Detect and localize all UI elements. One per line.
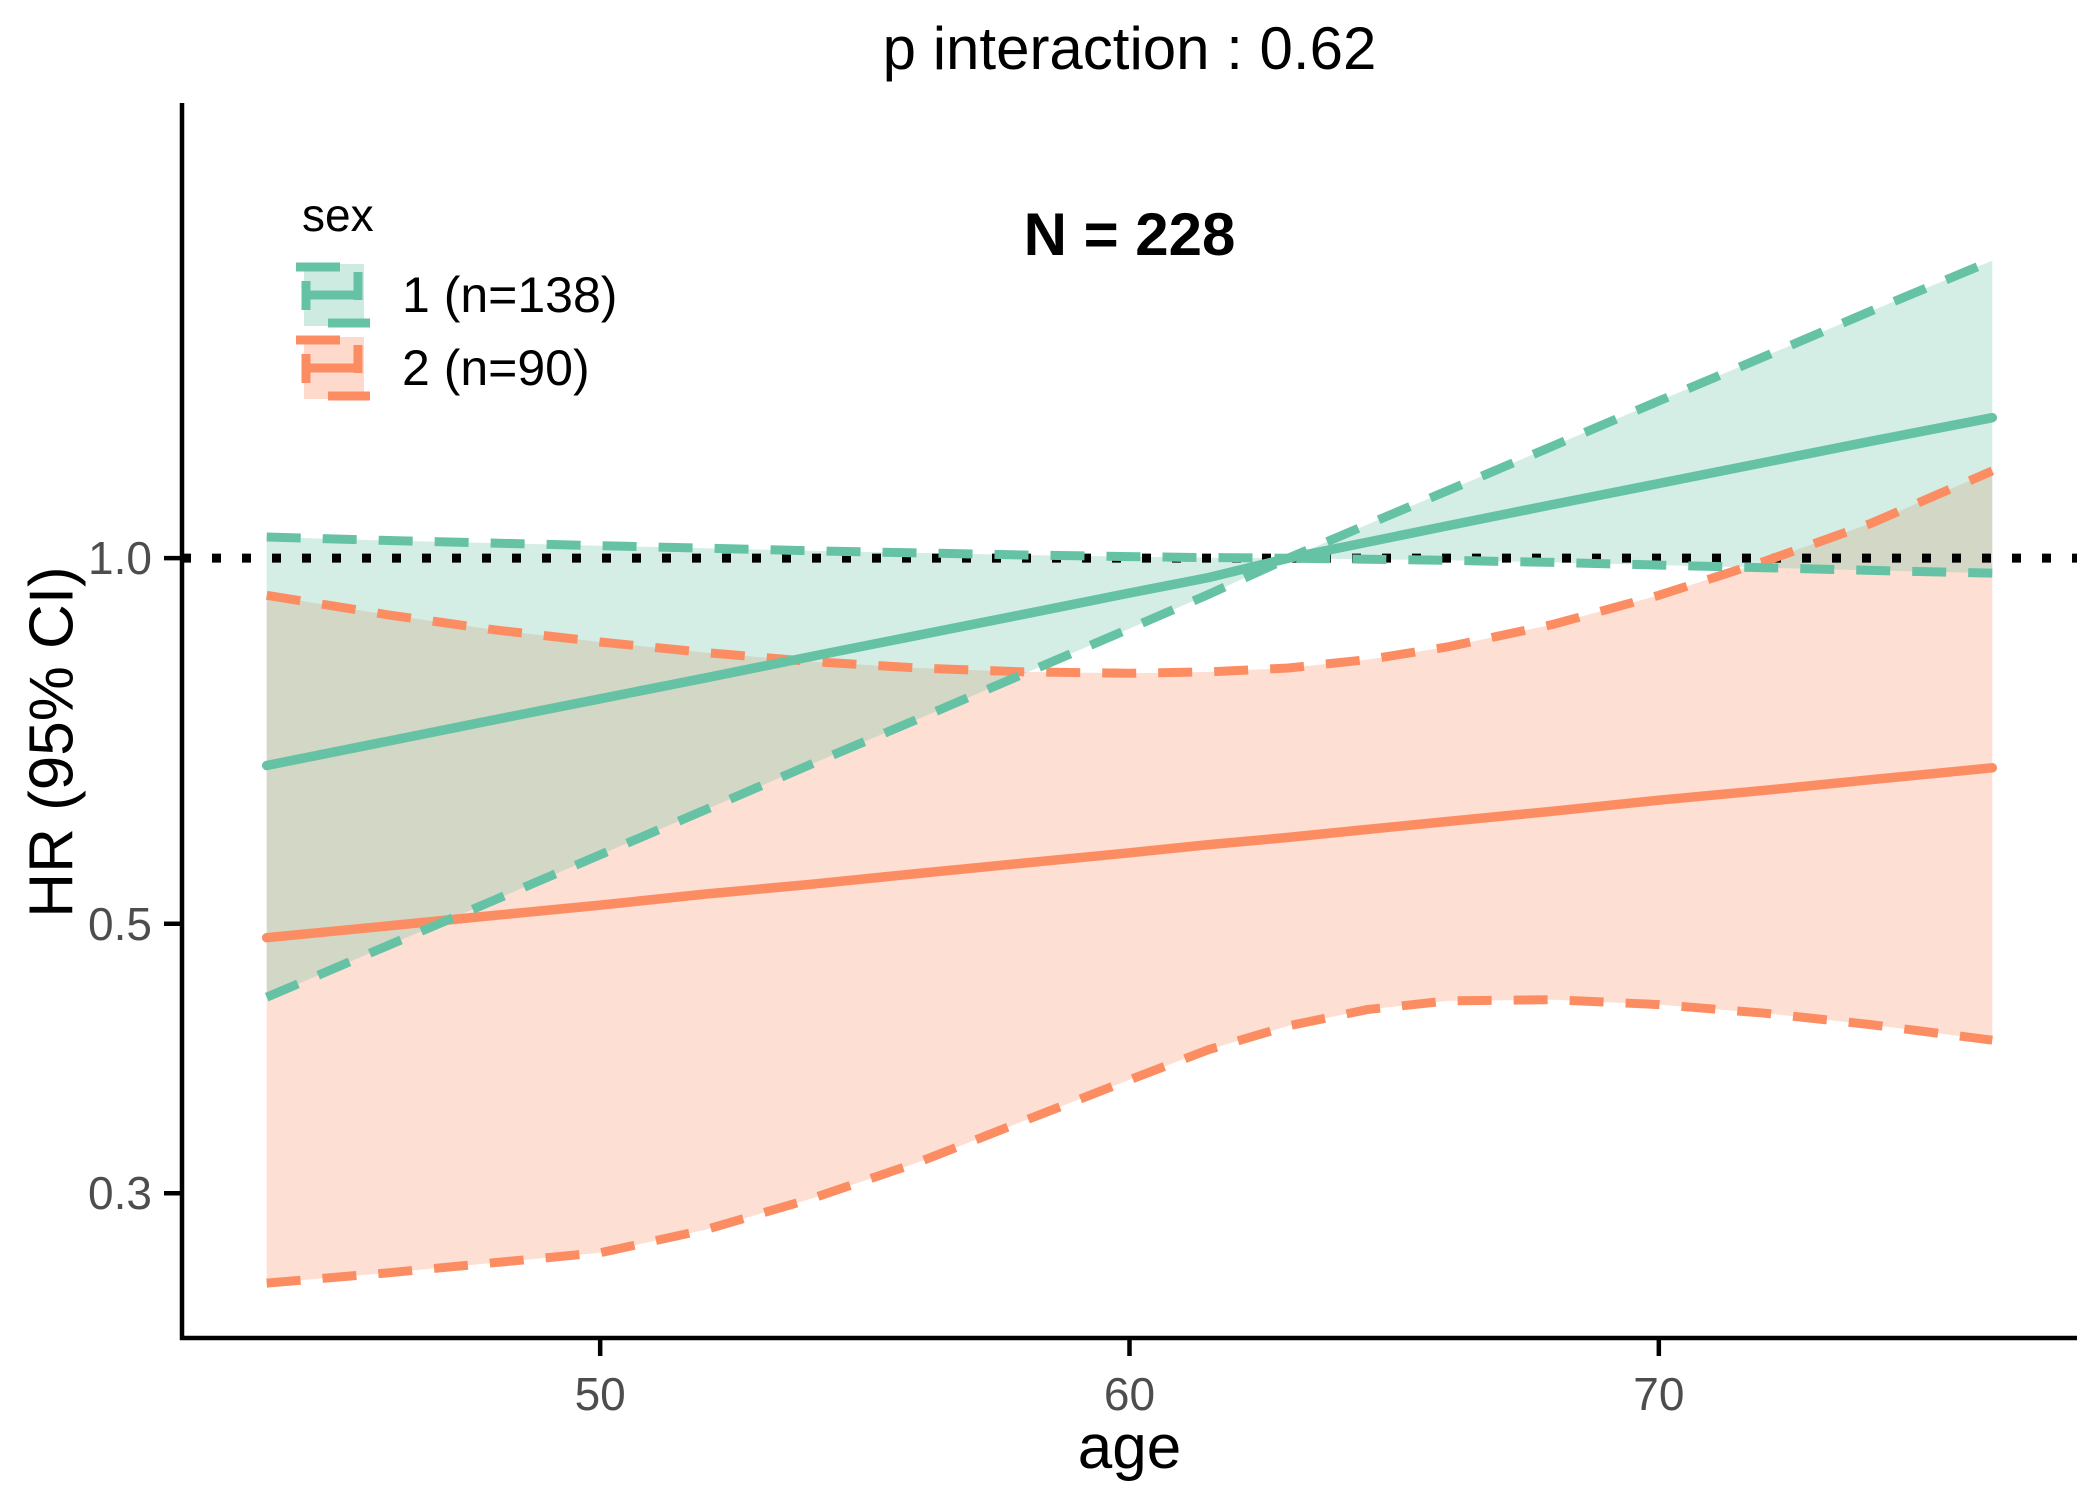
ribbon-sex2 <box>266 470 1993 1284</box>
legend-item-label-sex1: 1 (n=138) <box>402 266 618 323</box>
y-tick-label: 0.5 <box>88 898 152 950</box>
ci-lower-sex1 <box>264 553 1993 1002</box>
x-tick-label: 60 <box>1104 1368 1155 1420</box>
hr-line-sex2 <box>261 763 1998 943</box>
y-tick-label: 1.0 <box>88 532 152 584</box>
plot-title: p interaction : 0.62 <box>882 15 1377 82</box>
legend-item-sex2: 2 (n=90) <box>296 331 617 404</box>
legend-item-sex1: 1 (n=138) <box>296 258 618 331</box>
legend-key-glyph <box>296 262 370 328</box>
x-tick-label: 50 <box>575 1368 626 1420</box>
legend-item-label-sex2: 2 (n=90) <box>402 339 590 396</box>
ci-upper-sex2 <box>265 466 1995 678</box>
n-annotation: N = 228 <box>1023 201 1236 268</box>
legend-key-glyph <box>296 335 370 401</box>
legend-title: sex <box>302 189 374 241</box>
x-tick-label: 70 <box>1633 1368 1684 1420</box>
legend-key-sex1-icon <box>296 258 372 331</box>
ci-upper-sex1 <box>266 256 1995 563</box>
x-axis-title: age <box>1077 1413 1182 1482</box>
hr-line-sex1 <box>261 412 1998 771</box>
y-axis-title: HR (95% CI) <box>17 566 87 918</box>
legend: sex 1 (n=138) 2 (n=90) <box>296 188 618 404</box>
y-tick-label: 0.3 <box>88 1167 152 1219</box>
legend-key-sex2-icon <box>296 331 372 404</box>
